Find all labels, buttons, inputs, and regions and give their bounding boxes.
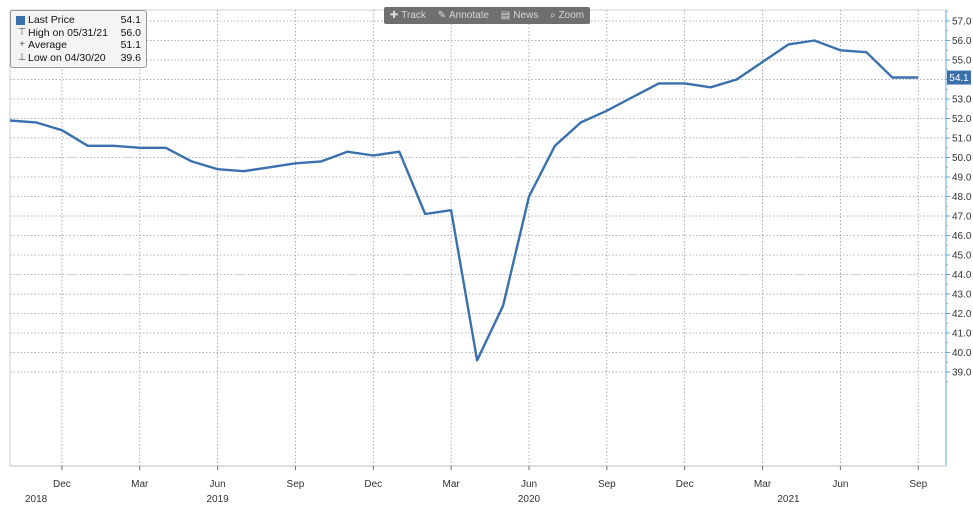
y-tick-label: 45.0 [952,251,972,262]
chart-toolbar: ✚ Track ✎ Annotate ▤ News ⌕ Zoom [384,7,590,24]
y-tick-label: 39.0 [952,368,972,379]
legend-high-value: 56.0 [120,26,141,39]
x-tick-label: Mar [443,479,461,490]
y-tick-label: 41.0 [952,329,972,340]
x-tick-label: Dec [364,479,382,490]
legend-row-average: + Average 51.1 [16,39,141,52]
zoom-label: Zoom [558,10,585,21]
crosshair-icon: ✚ [389,10,399,21]
y-tick-label: 57.0 [952,17,972,28]
x-year-label: 2020 [518,494,541,505]
news-label: News [513,10,539,21]
news-icon: ▤ [500,10,511,21]
last-price-marker [947,70,971,85]
x-tick-label: Mar [754,479,772,490]
legend-row-last-price: Last Price 54.1 [16,14,141,27]
y-tick-label: 44.0 [952,270,972,281]
last-price-label: 54.1 [949,73,969,84]
x-tick-label: Mar [131,479,149,490]
y-tick-label: 40.0 [952,348,972,359]
low-marker-icon: ⊥ [17,51,27,63]
annotate-button[interactable]: ✎ Annotate [438,10,489,21]
x-tick-label: Sep [598,479,616,490]
series-line-last-price [9,39,919,362]
y-tick-label: 47.0 [952,212,972,223]
zoom-icon: ⌕ [549,10,556,21]
x-year-label: 2019 [206,494,229,505]
high-marker-icon: ⊤ [17,26,27,38]
y-tick-label: 48.0 [952,192,972,203]
news-button[interactable]: ▤ News [501,10,538,21]
x-year-label: 2021 [777,494,800,505]
legend-row-high: ⊤ High on 05/31/21 56.0 [16,27,141,40]
x-year-label: 2018 [25,494,48,505]
y-tick-label: 49.0 [952,173,972,184]
x-tick-label: Dec [676,479,694,490]
y-tick-label: 46.0 [952,231,972,242]
x-tick-label: Dec [53,479,71,490]
x-tick-label: Jun [210,479,226,490]
x-tick-label: Sep [287,479,305,490]
y-tick-label: 51.0 [952,134,972,145]
y-tick-label: 53.0 [952,95,972,106]
legend-last-price-label: Last Price [28,14,75,26]
y-tick-label: 52.0 [952,114,972,125]
legend-high-label: High on 05/31/21 [28,26,108,39]
annotate-label: Annotate [449,10,490,21]
series-swatch [16,15,25,25]
chart-legend[interactable]: Last Price 54.1 ⊤ High on 05/31/21 56.0 … [10,10,147,68]
x-tick-label: Jun [832,479,848,490]
x-tick-label: Sep [909,479,927,490]
legend-row-low: ⊥ Low on 04/30/20 39.6 [16,52,141,65]
legend-last-price-value: 54.1 [120,14,141,26]
x-tick-label: Jun [521,479,537,490]
legend-average-value: 51.1 [120,39,141,51]
y-tick-label: 42.0 [952,309,972,320]
pencil-icon: ✎ [437,10,446,21]
track-button[interactable]: ✚ Track [390,10,426,21]
y-tick-label: 43.0 [952,290,972,301]
legend-average-label: Average [28,39,67,51]
y-tick-label: 56.0 [952,36,972,47]
legend-low-label: Low on 04/30/20 [28,51,106,64]
track-label: Track [401,10,426,21]
y-tick-label: 50.0 [952,153,972,164]
zoom-button[interactable]: ⌕ Zoom [550,10,584,21]
legend-low-value: 39.6 [120,51,141,64]
plot-frame [9,9,947,467]
average-marker-icon: + [19,39,25,50]
y-tick-label: 55.0 [952,56,972,67]
